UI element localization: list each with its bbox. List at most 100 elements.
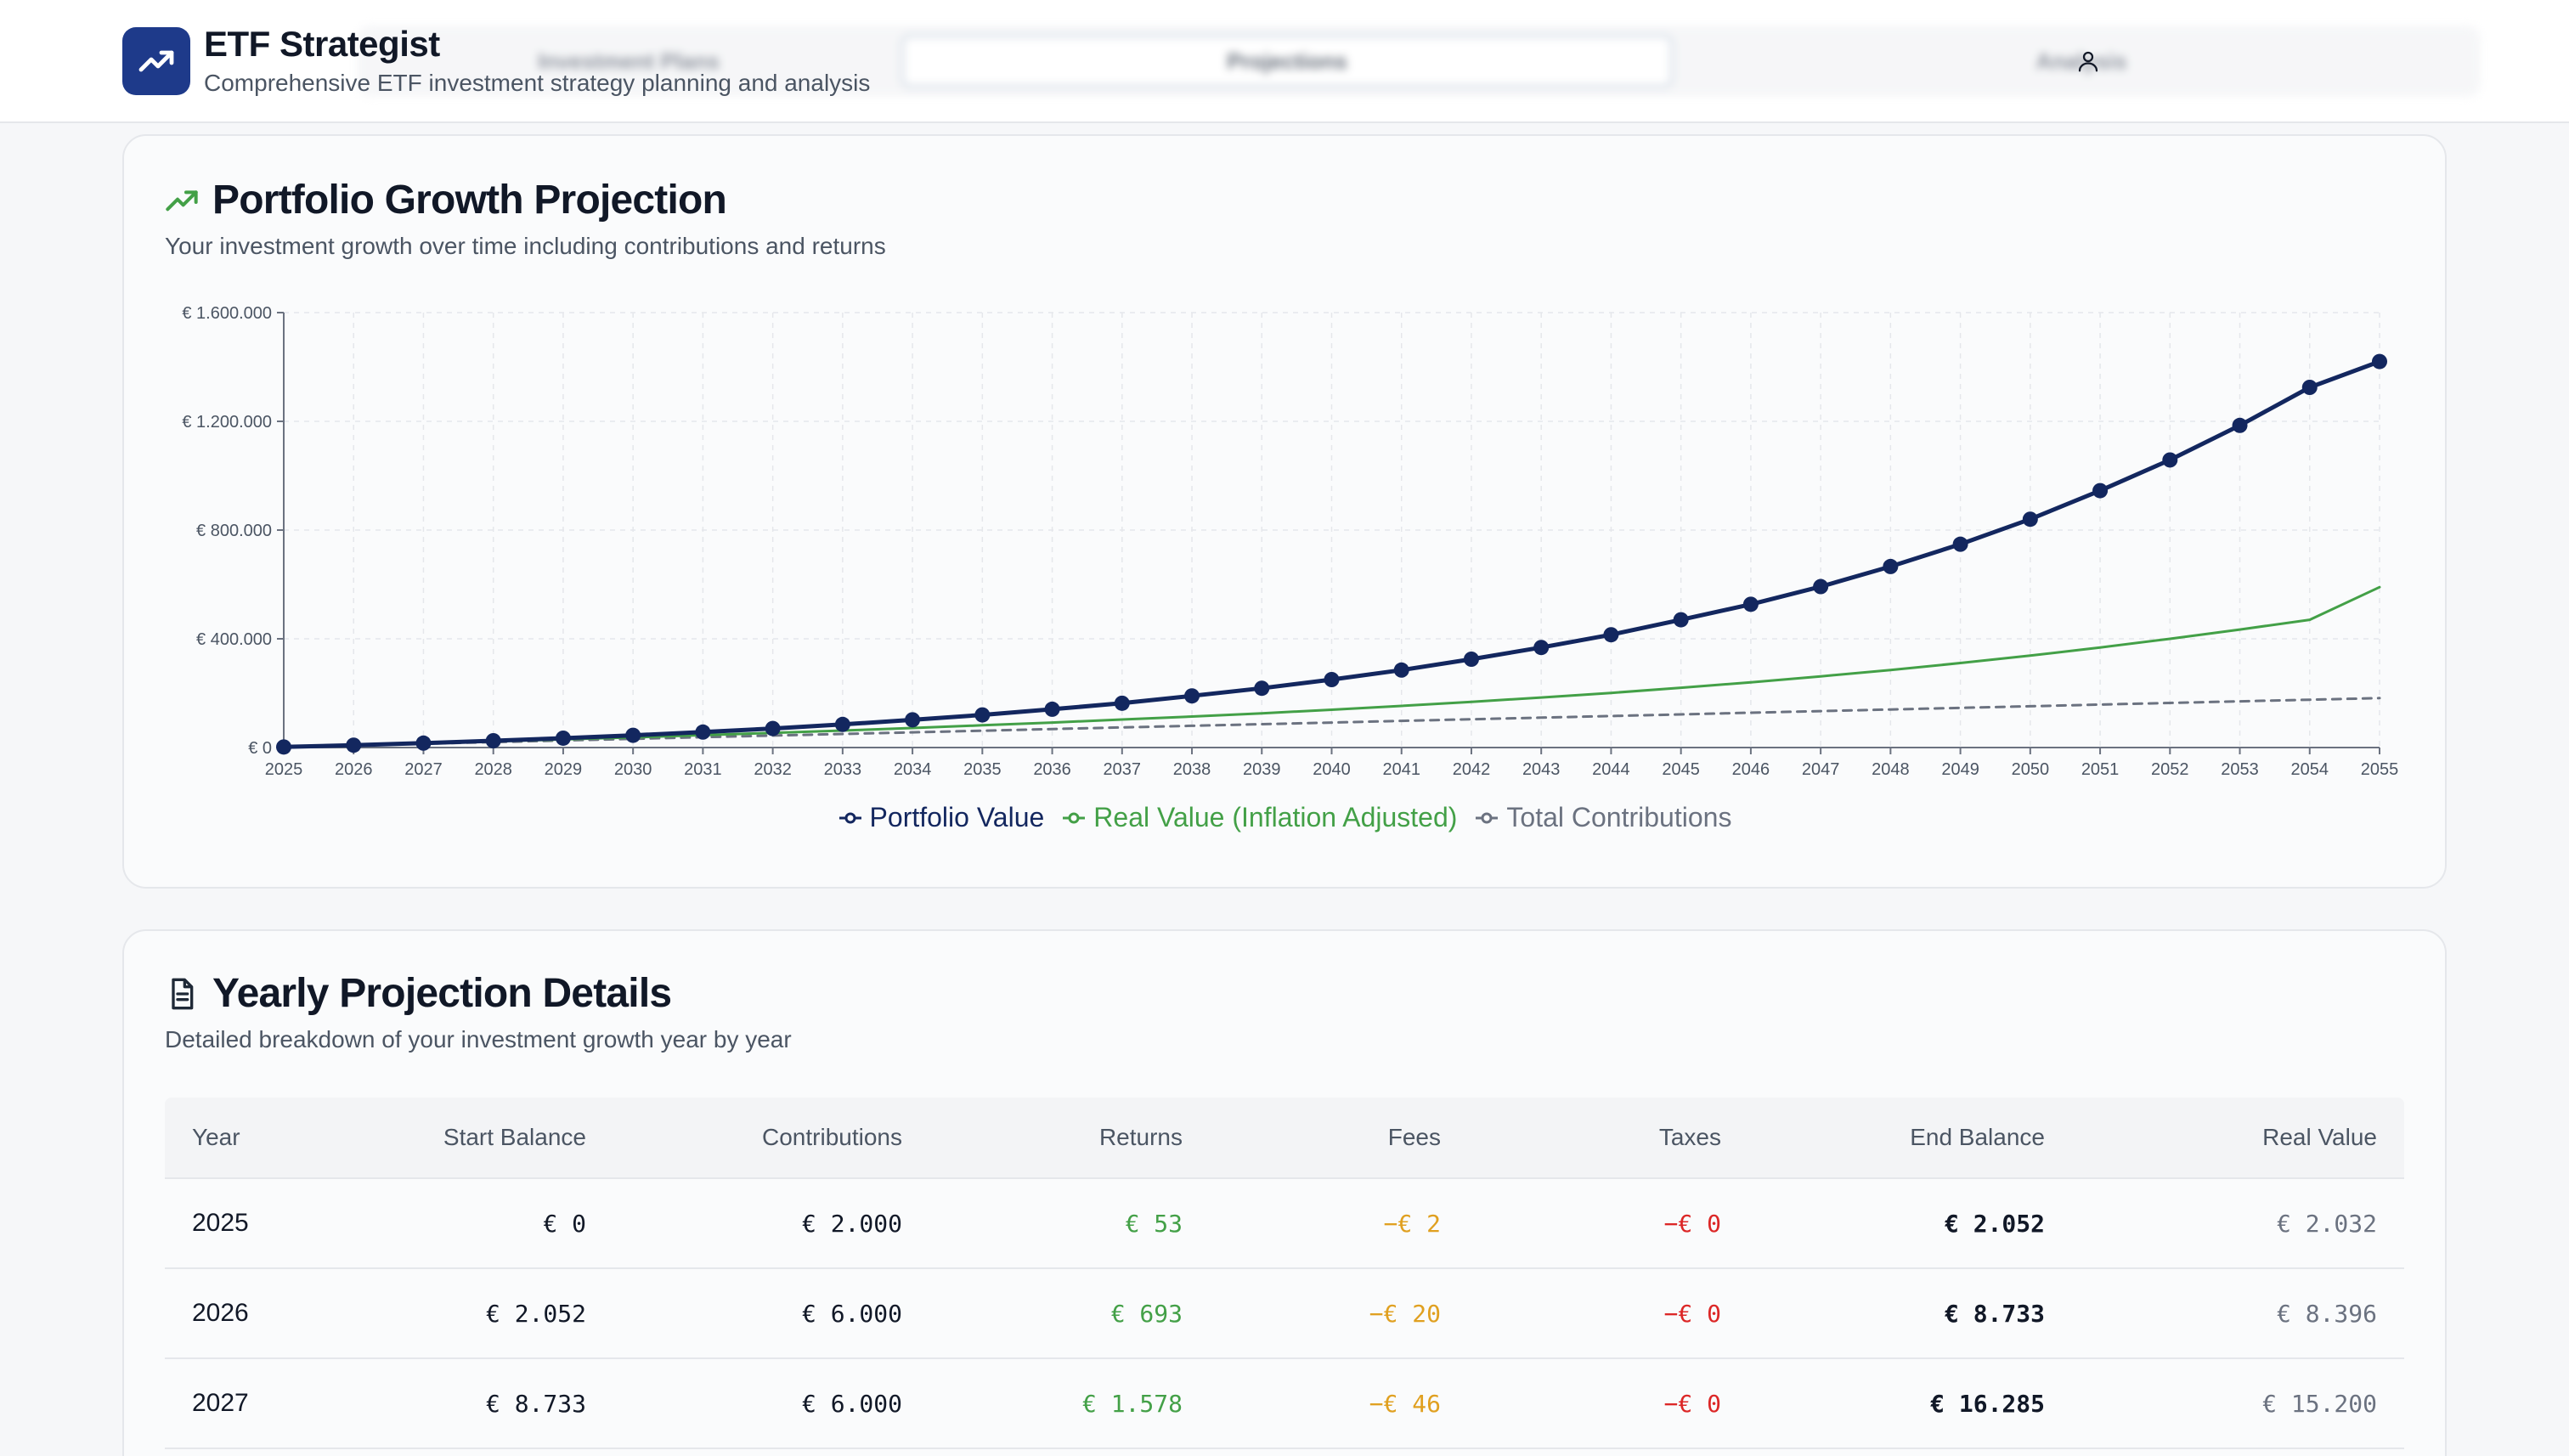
legend-line-icon <box>1476 812 1499 823</box>
col-start-balance[interactable]: Start Balance <box>443 1124 586 1150</box>
data-point <box>1603 627 1619 643</box>
data-point <box>1254 680 1270 697</box>
cell-start-balance: € 0 <box>543 1209 586 1238</box>
main-tabs: Investment Plans Projections Analysis <box>357 25 2481 97</box>
y-tick-label: € 0 <box>248 739 272 758</box>
col-taxes[interactable]: Taxes <box>1658 1124 1721 1150</box>
y-tick-label: € 1.600.000 <box>182 304 272 323</box>
x-tick-label: 2055 <box>2361 760 2399 779</box>
yearly-details-card: Yearly Projection Details Detailed break… <box>122 929 2447 1456</box>
legend-portfolio-value[interactable]: Portfolio Value <box>838 802 1045 833</box>
data-point <box>276 739 291 755</box>
x-tick-label: 2041 <box>1382 760 1420 779</box>
cell-year: 2027 <box>192 1389 249 1417</box>
series-line-total-contributions <box>282 697 2381 748</box>
data-point <box>1114 695 1130 711</box>
trending-up-icon <box>138 50 174 72</box>
cell-returns: € 693 <box>1110 1299 1183 1328</box>
card-title: Portfolio Growth Projection <box>212 178 727 223</box>
data-point <box>1883 558 1899 574</box>
tab-investment-plans[interactable]: Investment Plans <box>538 48 720 74</box>
data-point <box>415 735 432 751</box>
data-point <box>485 733 501 748</box>
cell-year: 2026 <box>192 1299 249 1327</box>
app-logo <box>122 27 190 95</box>
data-point <box>2022 511 2038 528</box>
legend-total-contributions[interactable]: Total Contributions <box>1474 802 1731 833</box>
x-tick-label: 2049 <box>1941 760 1979 779</box>
x-tick-label: 2029 <box>545 760 583 779</box>
card-title: Yearly Projection Details <box>212 971 672 1016</box>
col-contributions[interactable]: Contributions <box>762 1124 902 1150</box>
x-tick-label: 2048 <box>1872 760 1910 779</box>
col-fees[interactable]: Fees <box>1387 1124 1441 1150</box>
x-tick-label: 2040 <box>1313 760 1351 779</box>
cell-start-balance: € 8.733 <box>485 1389 586 1418</box>
data-point <box>834 716 850 732</box>
projection-table: Year Start Balance Contributions Returns… <box>165 1098 2404 1449</box>
x-tick-label: 2033 <box>824 760 862 779</box>
data-point <box>2301 380 2318 395</box>
x-tick-label: 2050 <box>2012 760 2050 779</box>
chart-legend: Portfolio Value Real Value (Inflation Ad… <box>124 802 2445 833</box>
data-point <box>1952 536 1968 552</box>
data-point <box>1533 640 1550 656</box>
data-point <box>1673 612 1689 628</box>
cell-returns: € 53 <box>1125 1209 1183 1238</box>
cell-contributions: € 6.000 <box>801 1389 902 1418</box>
x-tick-label: 2044 <box>1592 760 1630 779</box>
legend-label: Portfolio Value <box>869 802 1045 832</box>
cell-start-balance: € 2.052 <box>485 1299 586 1328</box>
table-header: Year Start Balance Contributions Returns… <box>165 1098 2404 1179</box>
x-tick-label: 2051 <box>2081 760 2120 779</box>
col-end-balance[interactable]: End Balance <box>1910 1124 2045 1150</box>
col-year[interactable]: Year <box>192 1124 240 1150</box>
cell-end-balance: € 16.285 <box>1930 1389 2045 1418</box>
data-point <box>1044 701 1060 717</box>
legend-label: Real Value (Inflation Adjusted) <box>1093 802 1458 832</box>
data-point <box>2232 417 2248 433</box>
data-point <box>2092 483 2109 499</box>
col-returns[interactable]: Returns <box>1098 1124 1183 1150</box>
app-header: Investment Plans Projections Analysis ET… <box>0 0 2569 123</box>
x-tick-label: 2054 <box>2291 760 2329 779</box>
card-subtitle: Your investment growth over time includi… <box>165 233 886 259</box>
legend-label: Total Contributions <box>1506 802 1732 832</box>
tab-analysis[interactable]: Analysis <box>2035 48 2127 74</box>
x-tick-label: 2045 <box>1662 760 1700 779</box>
x-tick-label: 2052 <box>2151 760 2189 779</box>
x-tick-label: 2035 <box>963 760 1002 779</box>
x-tick-label: 2053 <box>2221 760 2259 779</box>
x-tick-label: 2047 <box>1802 760 1840 779</box>
data-point <box>2162 452 2178 468</box>
x-tick-label: 2030 <box>614 760 652 779</box>
cell-taxes: −€ 0 <box>1663 1299 1721 1328</box>
cell-fees: −€ 2 <box>1383 1209 1441 1238</box>
col-real-value[interactable]: Real Value <box>2262 1124 2377 1150</box>
x-tick-label: 2039 <box>1243 760 1281 779</box>
tab-projections[interactable]: Projections <box>901 34 1674 88</box>
user-icon <box>2078 51 2098 72</box>
data-point <box>625 727 641 743</box>
legend-real-value[interactable]: Real Value (Inflation Adjusted) <box>1061 802 1457 833</box>
x-tick-label: 2038 <box>1173 760 1211 779</box>
table-row: 2025 € 0 € 2.000 € 53 −€ 2 −€ 0 € 2.052 … <box>165 1179 2404 1269</box>
portfolio-growth-card: Portfolio Growth Projection Your investm… <box>122 134 2447 889</box>
data-point <box>1742 596 1759 612</box>
x-tick-label: 2046 <box>1732 760 1770 779</box>
cell-taxes: −€ 0 <box>1663 1389 1721 1418</box>
card-subtitle: Detailed breakdown of your investment gr… <box>165 1026 792 1052</box>
user-menu-button[interactable] <box>2064 37 2112 85</box>
cell-contributions: € 2.000 <box>801 1209 902 1238</box>
trending-up-icon <box>166 190 198 212</box>
x-tick-label: 2027 <box>404 760 443 779</box>
cell-taxes: −€ 0 <box>1663 1209 1721 1238</box>
cell-end-balance: € 8.733 <box>1944 1299 2045 1328</box>
data-point <box>555 730 571 746</box>
x-tick-label: 2031 <box>684 760 722 779</box>
data-point <box>346 737 362 753</box>
data-point <box>974 707 991 723</box>
app-subtitle: Comprehensive ETF investment strategy pl… <box>204 70 871 96</box>
portfolio-growth-chart: € 0 € 400.000 € 800.000 € 1.200.000 € 1.600.… <box>182 304 2399 779</box>
cell-fees: −€ 20 <box>1369 1299 1441 1328</box>
